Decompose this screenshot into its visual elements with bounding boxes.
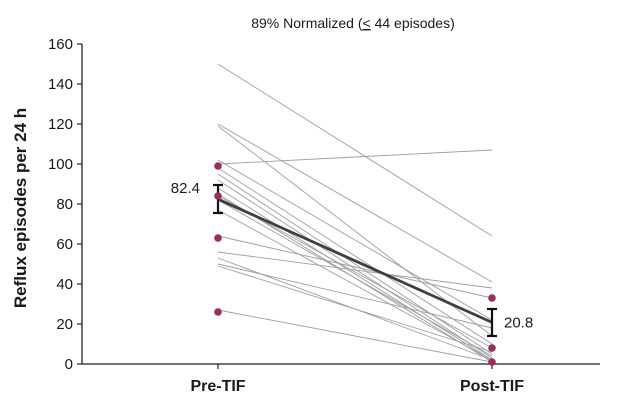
pre-point-0 — [214, 162, 222, 170]
mean-line — [217, 197, 493, 324]
patient-line-5 — [217, 167, 493, 345]
category-labels: 82.4 20.8 Pre-TIF Post-TIF — [171, 180, 533, 395]
patient-line-12 — [217, 209, 493, 361]
patient-line-10 — [217, 195, 493, 349]
patient-line-14 — [217, 251, 493, 289]
post-point-0 — [488, 294, 496, 302]
patient-line-16 — [217, 263, 493, 329]
y-axis-label: Reflux episodes per 24 h — [11, 108, 30, 308]
patient-line-17 — [217, 265, 493, 353]
pre-point-2 — [214, 234, 222, 242]
y-tick-label-0: 0 — [65, 356, 73, 373]
patient-line-13 — [217, 235, 493, 299]
y-tick-label-5: 100 — [48, 156, 73, 173]
mean-label-post: 20.8 — [504, 314, 533, 331]
patient-line-7 — [217, 179, 493, 359]
y-tick-label-7: 140 — [48, 76, 73, 93]
y-tick-label-4: 80 — [56, 196, 73, 213]
y-tick-label-8: 160 — [48, 36, 73, 53]
chart-title-symbol: < — [363, 15, 371, 31]
chart-title: 89% Normalized (< 44 episodes) — [251, 15, 455, 31]
category-label-0: Pre-TIF — [190, 378, 245, 395]
patient-line-18 — [217, 309, 493, 363]
patient-line-11 — [217, 199, 493, 357]
chart-title-prefix: 89% Normalized ( — [251, 15, 363, 31]
pre-point-3 — [214, 308, 222, 316]
category-label-1: Post-TIF — [460, 378, 524, 395]
highlighted-points — [214, 162, 496, 366]
patient-lines — [217, 63, 493, 363]
patient-line-0 — [217, 63, 493, 237]
y-tick-label-2: 40 — [56, 276, 73, 293]
patient-line-3 — [217, 159, 493, 321]
axes: 0 20 40 60 80 100 120 140 160 — [48, 36, 600, 373]
patient-line-1 — [217, 123, 493, 283]
patient-line-8 — [217, 187, 493, 361]
y-tick-label-3: 60 — [56, 236, 73, 253]
post-point-1 — [488, 344, 496, 352]
post-point-2 — [488, 358, 496, 366]
y-tick-label-6: 120 — [48, 116, 73, 133]
pre-point-1 — [214, 192, 222, 200]
patient-line-6 — [217, 173, 493, 355]
mean-label-pre: 82.4 — [171, 180, 200, 197]
y-tick-label-1: 20 — [56, 316, 73, 333]
chart-title-suffix: 44 episodes) — [371, 15, 455, 31]
patient-line-4 — [217, 149, 493, 165]
